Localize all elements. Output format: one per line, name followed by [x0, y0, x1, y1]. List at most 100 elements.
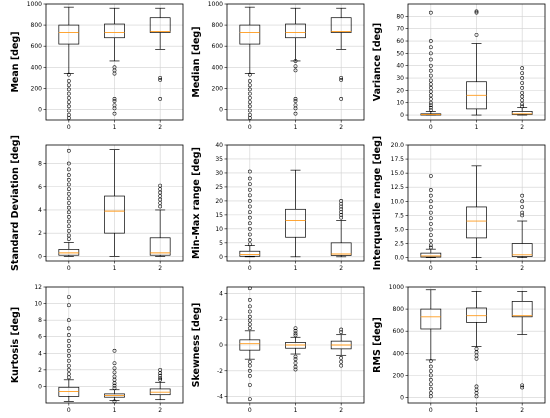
outlier-point	[158, 201, 163, 205]
outlier-point	[339, 327, 344, 332]
outlier-point	[428, 199, 433, 204]
box-iqr	[104, 23, 125, 39]
outlier-point	[520, 104, 525, 109]
outlier-point	[66, 303, 71, 308]
outlier-point	[247, 314, 252, 319]
box-iqr	[58, 24, 80, 45]
outlier-point	[66, 72, 71, 77]
outlier-point	[247, 83, 252, 88]
box-iqr	[466, 307, 487, 323]
y-axis-label: RMS [deg]	[372, 317, 383, 373]
outlier-point	[66, 219, 71, 224]
box-1	[104, 7, 125, 116]
outlier-point	[112, 361, 117, 366]
y-tick-label: 25	[215, 184, 223, 191]
outlier-point	[428, 221, 433, 226]
plot-frame	[226, 286, 365, 404]
y-tick-label: 40	[215, 142, 223, 149]
x-tick-label: 1	[294, 124, 298, 131]
outlier-point	[158, 78, 163, 82]
outlier-point	[520, 76, 525, 80]
y-tick-label: 10	[34, 301, 42, 308]
outlier-point	[293, 59, 298, 63]
outlier-point	[247, 210, 252, 214]
box-1	[466, 291, 487, 399]
plot-frame	[226, 144, 365, 262]
outlier-point	[66, 173, 71, 178]
outlier-point	[66, 108, 71, 113]
outlier-point	[66, 367, 71, 372]
y-tick-label: 20.0	[391, 142, 405, 149]
y-tick-label: 15.0	[391, 170, 405, 177]
outlier-point	[520, 102, 525, 106]
outlier-point	[158, 194, 163, 198]
box-iqr	[511, 301, 533, 318]
outlier-point	[66, 228, 71, 233]
outlier-point	[66, 79, 71, 83]
x-tick-label: 2	[520, 265, 524, 272]
x-tick-label: 2	[158, 265, 162, 272]
box-iqr	[420, 252, 442, 258]
y-tick-label: 5.0	[394, 226, 404, 233]
box-iqr	[58, 249, 80, 256]
outlier-point	[158, 371, 163, 376]
y-axis-label: Variance [deg]	[372, 23, 383, 101]
x-tick-label: 0	[248, 124, 252, 131]
outlier-point	[247, 204, 252, 209]
y-tick-label: 1000	[27, 1, 42, 8]
outlier-point	[293, 333, 298, 338]
box-2	[149, 7, 171, 101]
y-tick-label: 12	[34, 284, 42, 291]
outlier-point	[339, 330, 344, 334]
outlier-point	[339, 210, 344, 214]
outlier-point	[428, 210, 433, 215]
outlier-point	[66, 161, 71, 166]
outlier-point	[428, 386, 433, 391]
y-tick-label: 400	[393, 350, 405, 357]
outlier-point	[339, 78, 344, 82]
outlier-point	[66, 215, 71, 219]
outlier-point	[66, 353, 71, 358]
box-2	[511, 66, 533, 116]
outlier-point	[66, 177, 71, 182]
outlier-point	[520, 66, 525, 71]
outlier-point	[339, 75, 344, 80]
outlier-point	[428, 51, 433, 56]
x-tick-label: 0	[248, 265, 252, 272]
outlier-point	[66, 295, 71, 299]
box-1	[466, 9, 487, 116]
box-1	[104, 149, 125, 257]
outlier-point	[247, 298, 252, 302]
outlier-point	[66, 205, 71, 210]
y-tick-label: 12.5	[391, 184, 405, 191]
outlier-point	[428, 245, 433, 250]
outlier-point	[520, 94, 525, 99]
outlier-point	[66, 343, 71, 348]
outlier-point	[112, 106, 117, 111]
outlier-point	[66, 104, 71, 109]
y-tick-label: 8	[38, 317, 42, 324]
outlier-point	[66, 201, 71, 205]
outlier-point	[66, 338, 71, 343]
outlier-point	[66, 116, 71, 120]
box-iqr	[239, 250, 261, 257]
outlier-point	[66, 348, 71, 353]
box-1	[285, 326, 306, 372]
y-tick-label: 2.5	[394, 241, 404, 248]
x-tick-label: 2	[158, 124, 162, 131]
box-iqr	[149, 17, 171, 33]
outlier-point	[339, 363, 344, 368]
outlier-point	[247, 374, 252, 378]
outlier-point	[112, 97, 117, 101]
outlier-point	[247, 87, 252, 92]
y-axis-label: Kurtosis [deg]	[10, 307, 21, 383]
outlier-point	[293, 97, 298, 101]
outlier-point	[247, 363, 252, 368]
outlier-point	[247, 368, 252, 373]
outlier-point	[247, 199, 252, 203]
outlier-point	[247, 322, 252, 327]
outlier-point	[112, 99, 117, 103]
x-tick-label: 1	[294, 407, 298, 414]
outlier-point	[520, 71, 525, 75]
y-tick-label: 4	[38, 350, 42, 357]
